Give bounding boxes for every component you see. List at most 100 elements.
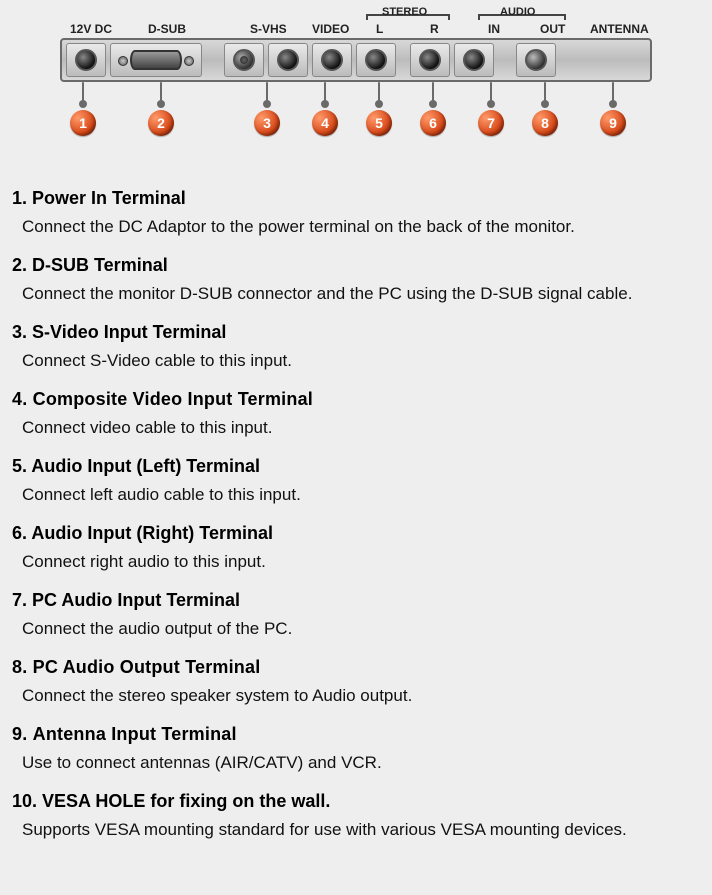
terminal-item-number: 5. (12, 456, 31, 476)
terminal-item-title: 8. PC Audio Output Terminal (12, 651, 700, 682)
port-svhs (224, 43, 264, 77)
terminal-item: 8. PC Audio Output TerminalConnect the s… (12, 651, 700, 712)
port-antenna (516, 43, 556, 77)
terminal-item: 4. Composite Video Input TerminalConnect… (12, 383, 700, 444)
terminal-item-number: 3. (12, 322, 32, 342)
terminal-item-title-text: Composite Video Input Terminal (33, 389, 313, 409)
lead-line (432, 82, 434, 104)
terminal-item: 10. VESA HOLE for fixing on the wall.Sup… (12, 785, 700, 846)
terminal-item-title: 4. Composite Video Input Terminal (12, 383, 700, 414)
terminal-item-title: 3. S-Video Input Terminal (12, 316, 700, 347)
terminal-item-number: 4. (12, 389, 33, 409)
terminal-item-number: 8. (12, 657, 33, 677)
label-dsub: D-SUB (148, 22, 186, 36)
port-audioIn (410, 43, 450, 77)
terminal-item-title: 1. Power In Terminal (12, 182, 700, 213)
label-out: OUT (540, 22, 565, 36)
lead-line (378, 82, 380, 104)
terminal-item-desc: Connect S-Video cable to this input. (12, 347, 700, 377)
lead-line (266, 82, 268, 104)
lead-line (324, 82, 326, 104)
diagram-leads (60, 82, 652, 104)
terminal-item-desc: Use to connect antennas (AIR/CATV) and V… (12, 749, 700, 779)
lead-line (544, 82, 546, 104)
callout-ball-3: 3 (254, 110, 280, 136)
terminal-item: 2. D-SUB TerminalConnect the monitor D-S… (12, 249, 700, 310)
callout-ball-4: 4 (312, 110, 338, 136)
terminal-item-desc: Connect right audio to this input. (12, 548, 700, 578)
terminal-item-title: 6. Audio Input (Right) Terminal (12, 517, 700, 548)
terminal-item: 9. Antenna Input TerminalUse to connect … (12, 718, 700, 779)
terminal-item: 6. Audio Input (Right) TerminalConnect r… (12, 517, 700, 578)
label-audio: AUDIO (500, 6, 535, 18)
terminal-item-title-text: S-Video Input Terminal (32, 322, 226, 342)
terminal-item-desc: Supports VESA mounting standard for use … (12, 816, 700, 846)
terminal-item-desc: Connect video cable to this input. (12, 414, 700, 444)
port-video (268, 43, 308, 77)
jack-icon (75, 49, 97, 71)
jack-icon (463, 49, 485, 71)
port-dsub (110, 43, 202, 77)
terminal-item-number: 6. (12, 523, 31, 543)
callout-ball-7: 7 (478, 110, 504, 136)
terminal-item-title: 7. PC Audio Input Terminal (12, 584, 700, 615)
terminal-item-title: 9. Antenna Input Terminal (12, 718, 700, 749)
diagram-top-labels: 12V DC D-SUB S-VHS VIDEO STEREO L R AUDI… (60, 4, 652, 38)
label-antenna: ANTENNA (590, 22, 649, 36)
terminal-item-title: 5. Audio Input (Left) Terminal (12, 450, 700, 481)
jack-icon (365, 49, 387, 71)
terminal-item-title-text: Antenna Input Terminal (33, 724, 237, 744)
terminal-item-desc: Connect the DC Adaptor to the power term… (12, 213, 700, 243)
terminal-item-desc: Connect the stereo speaker system to Aud… (12, 682, 700, 712)
label-svhs: S-VHS (250, 22, 287, 36)
port-stereoL (312, 43, 352, 77)
terminal-item-number: 7. (12, 590, 32, 610)
port-dc (66, 43, 106, 77)
terminal-item: 5. Audio Input (Left) TerminalConnect le… (12, 450, 700, 511)
terminal-item-desc: Connect left audio cable to this input. (12, 481, 700, 511)
label-l: L (376, 22, 383, 36)
terminal-item: 7. PC Audio Input TerminalConnect the au… (12, 584, 700, 645)
label-12vdc: 12V DC (70, 22, 112, 36)
terminal-item-title-text: PC Audio Output Terminal (33, 657, 261, 677)
label-video: VIDEO (312, 22, 349, 36)
port-stereoR (356, 43, 396, 77)
lead-line (490, 82, 492, 104)
terminal-item-title-text: Power In Terminal (32, 188, 186, 208)
callout-ball-9: 9 (600, 110, 626, 136)
label-r: R (430, 22, 439, 36)
connector-panel (60, 38, 652, 82)
callout-ball-6: 6 (420, 110, 446, 136)
terminal-item: 3. S-Video Input TerminalConnect S-Video… (12, 316, 700, 377)
terminal-item-title: 10. VESA HOLE for fixing on the wall. (12, 785, 700, 816)
jack-icon (419, 49, 441, 71)
terminal-item-title-text: D-SUB Terminal (32, 255, 168, 275)
terminal-item-desc: Connect the monitor D-SUB connector and … (12, 280, 700, 310)
lead-line (82, 82, 84, 104)
port-audioOut (454, 43, 494, 77)
callout-ball-1: 1 (70, 110, 96, 136)
diagram-number-row: 123456789 (60, 110, 652, 142)
label-in: IN (488, 22, 500, 36)
terminal-item-title-text: VESA HOLE for fixing on the wall. (42, 791, 330, 811)
callout-ball-2: 2 (148, 110, 174, 136)
terminal-item-number: 9. (12, 724, 33, 744)
terminal-item-number: 2. (12, 255, 32, 275)
terminal-item-number: 10. (12, 791, 42, 811)
connector-diagram: 12V DC D-SUB S-VHS VIDEO STEREO L R AUDI… (0, 0, 712, 152)
jack-icon (277, 49, 299, 71)
svhs-icon (233, 49, 255, 71)
terminal-descriptions: 1. Power In TerminalConnect the DC Adapt… (0, 152, 712, 862)
dsub-icon (130, 50, 182, 70)
callout-ball-8: 8 (532, 110, 558, 136)
terminal-item-desc: Connect the audio output of the PC. (12, 615, 700, 645)
terminal-item: 1. Power In TerminalConnect the DC Adapt… (12, 182, 700, 243)
terminal-item-number: 1. (12, 188, 32, 208)
jack-icon (525, 49, 547, 71)
lead-line (160, 82, 162, 104)
terminal-item-title: 2. D-SUB Terminal (12, 249, 700, 280)
terminal-item-title-text: Audio Input (Left) Terminal (31, 456, 260, 476)
lead-line (612, 82, 614, 104)
jack-icon (321, 49, 343, 71)
terminal-item-title-text: PC Audio Input Terminal (32, 590, 240, 610)
